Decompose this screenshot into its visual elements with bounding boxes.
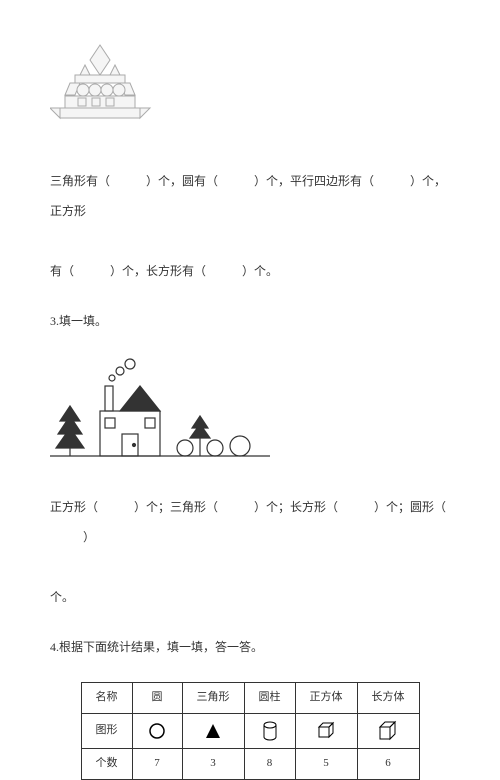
- row-label-shape: 图形: [81, 713, 132, 748]
- q3-text: 正方形（: [50, 500, 98, 514]
- ship-figure: [50, 40, 450, 146]
- question-1-text: 三角形有（ ）个，圆有（ ）个，平行四边形有（ ）个，正方形 有（ ）个，长方形…: [50, 166, 450, 286]
- header-circle: 圆: [132, 683, 182, 714]
- header-cuboid: 长方体: [357, 683, 419, 714]
- row-label-count: 个数: [81, 748, 132, 779]
- header-cube: 正方体: [295, 683, 357, 714]
- q3-title: 3.填一填。: [50, 314, 107, 328]
- count-cell: 7: [132, 748, 182, 779]
- header-name: 名称: [81, 683, 132, 714]
- q1-text: ）个，正方形: [50, 174, 446, 218]
- count-cell: 6: [357, 748, 419, 779]
- circle-icon: [132, 713, 182, 748]
- cylinder-icon: [244, 713, 295, 748]
- count-cell: 8: [244, 748, 295, 779]
- q1-text: 三角形有（: [50, 174, 110, 188]
- q1-text: ）个，平行四边形有（: [254, 174, 374, 188]
- cuboid-icon: [357, 713, 419, 748]
- header-triangle: 三角形: [182, 683, 244, 714]
- q3-text: ）个；圆形（: [374, 500, 446, 514]
- question-3-text: 正方形（ ）个；三角形（ ）个；长方形（ ）个；圆形（ ） 个。: [50, 492, 450, 612]
- table-shape-row: 图形: [81, 713, 419, 748]
- table-count-row: 个数 7 3 8 5 6: [81, 748, 419, 779]
- q3-text: 个。: [50, 590, 74, 604]
- house-figure: [50, 356, 450, 472]
- q1-text: ）个，长方形有（: [110, 264, 206, 278]
- q1-text: ）个。: [242, 264, 278, 278]
- q3-text: ）: [83, 530, 95, 544]
- q3-text: ）个；三角形（: [134, 500, 218, 514]
- triangle-icon: [182, 713, 244, 748]
- q4-title: 4.根据下面统计结果，填一填，答一答。: [50, 640, 263, 654]
- cube-icon: [295, 713, 357, 748]
- q3-text: ）个；长方形（: [254, 500, 338, 514]
- count-cell: 3: [182, 748, 244, 779]
- count-cell: 5: [295, 748, 357, 779]
- header-cylinder: 圆柱: [244, 683, 295, 714]
- q1-text: ）个，圆有（: [146, 174, 218, 188]
- question-3-title: 3.填一填。: [50, 306, 450, 336]
- table-header-row: 名称 圆 三角形 圆柱 正方体 长方体: [81, 683, 419, 714]
- stats-table: 名称 圆 三角形 圆柱 正方体 长方体 图形: [81, 682, 420, 779]
- q1-text: 有（: [50, 264, 74, 278]
- question-4-title: 4.根据下面统计结果，填一填，答一答。: [50, 632, 450, 662]
